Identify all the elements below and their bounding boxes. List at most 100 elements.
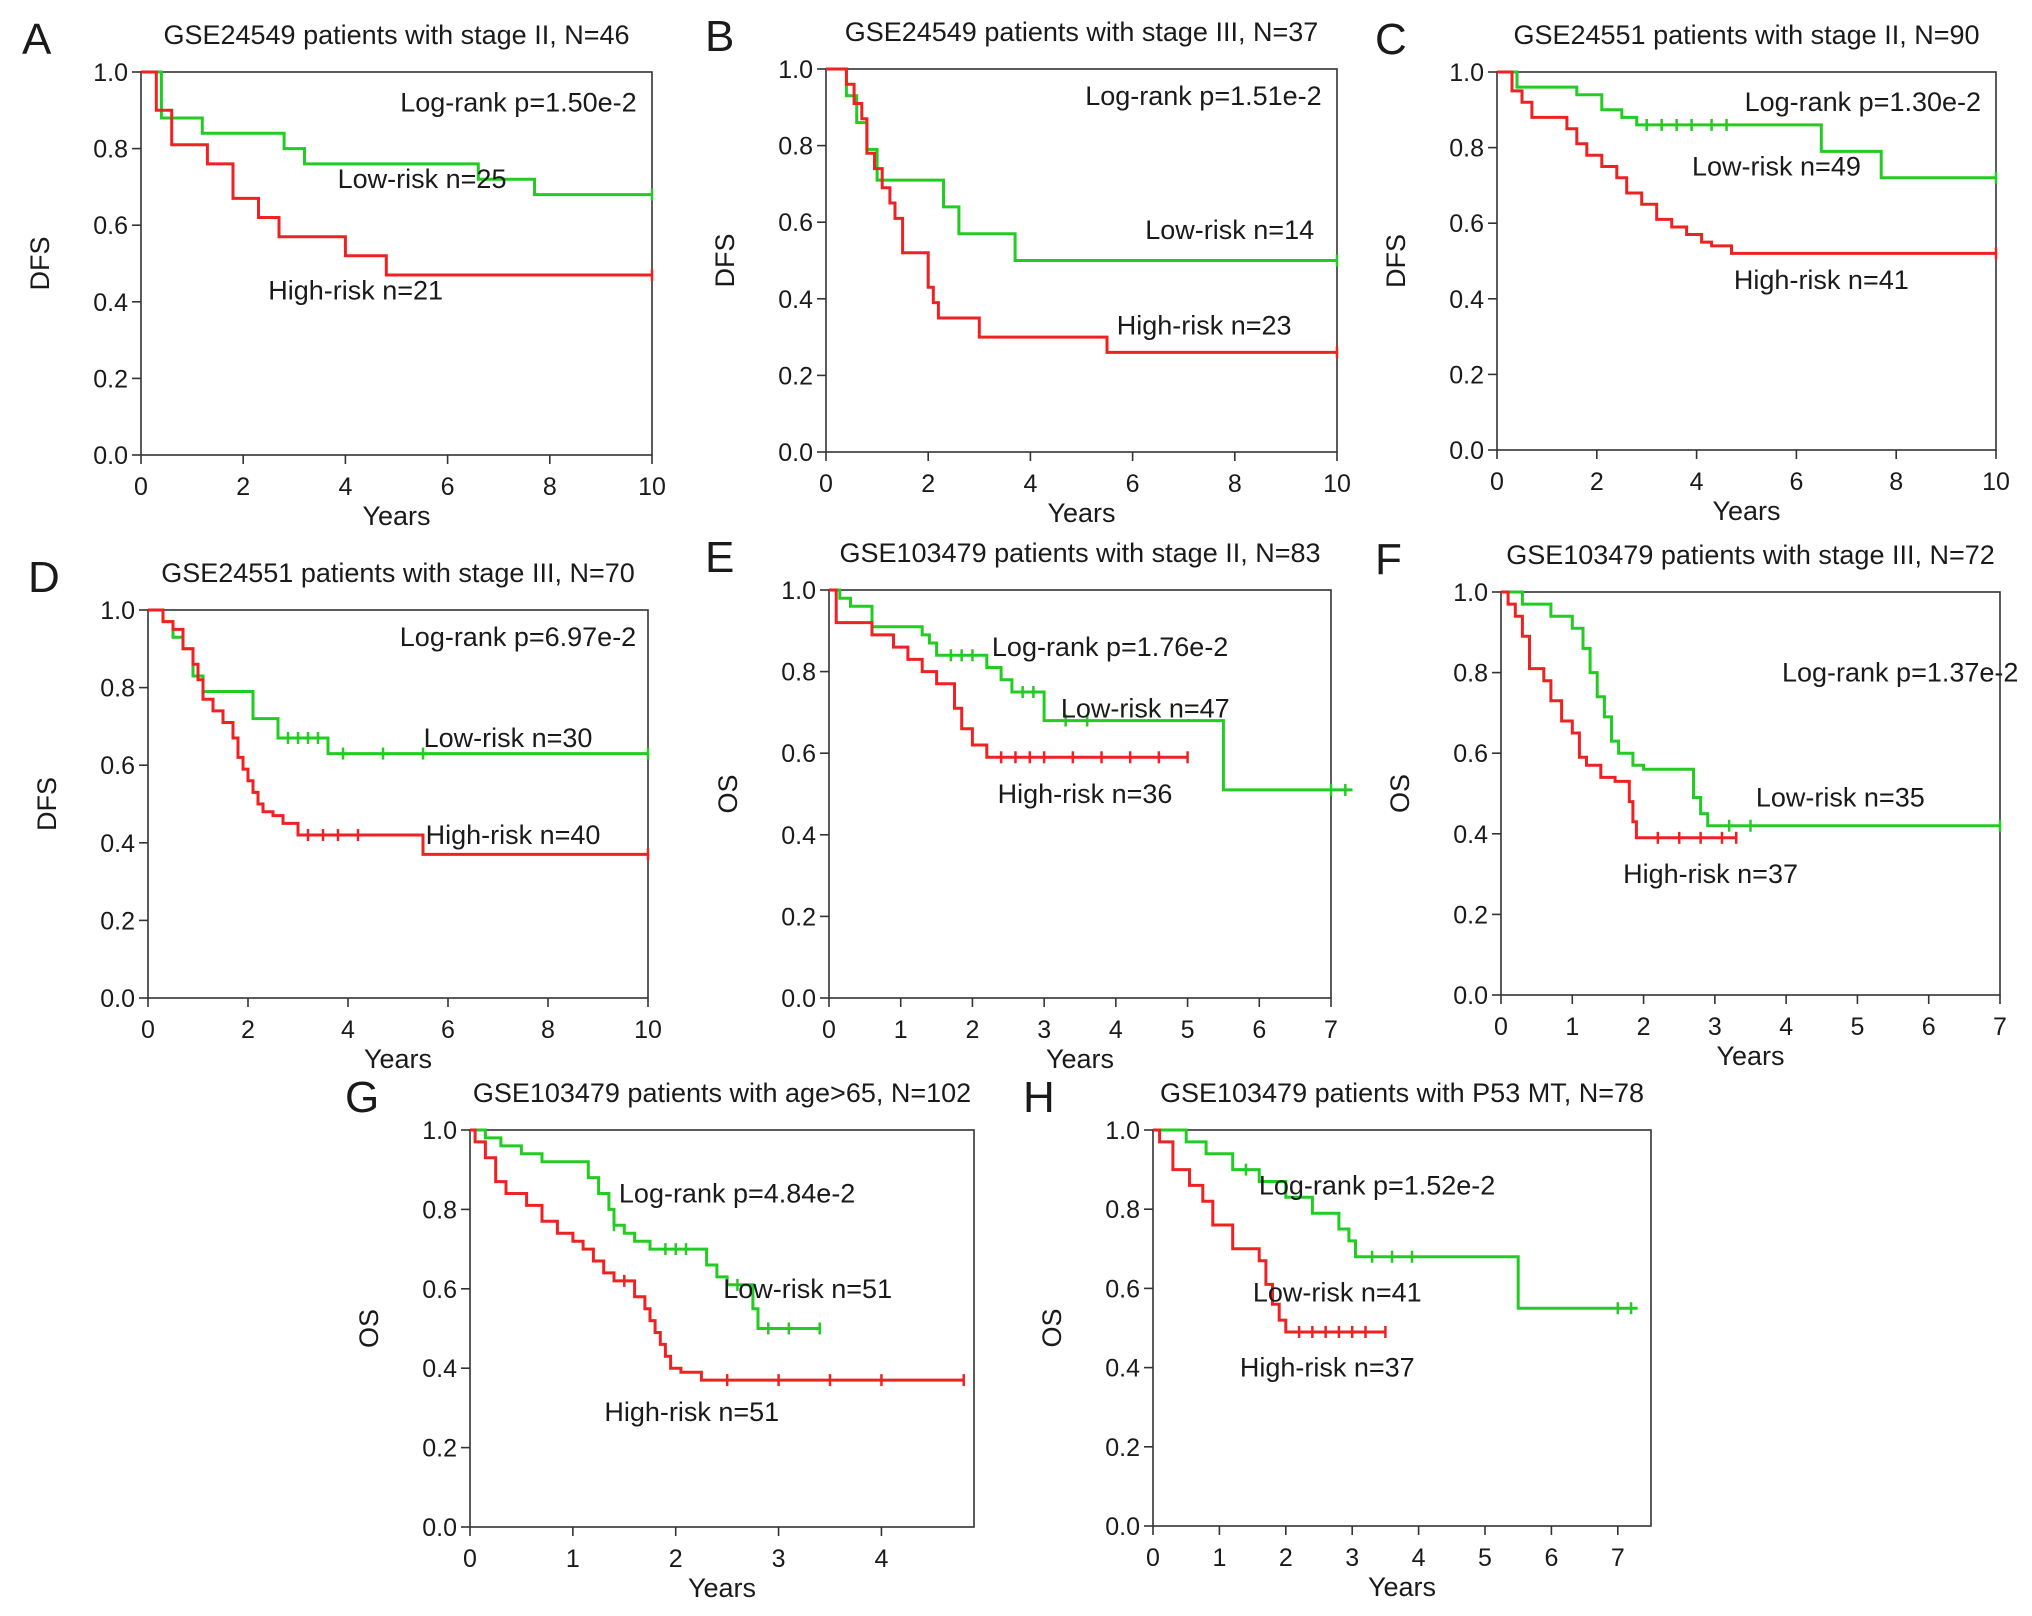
- x-tick-label: 10: [638, 473, 666, 501]
- x-tick-label: 0: [1146, 1544, 1160, 1572]
- x-tick-label: 1: [1565, 1013, 1579, 1041]
- x-tick-label: 1: [894, 1016, 908, 1044]
- high-risk-label: High-risk n=36: [998, 779, 1173, 809]
- y-tick-label: 0.0: [778, 439, 813, 467]
- y-tick-label: 1.0: [422, 1117, 457, 1145]
- x-tick-label: 0: [463, 1545, 477, 1573]
- x-tick-label: 10: [1323, 470, 1351, 498]
- panel-b: B GSE24549 patients with stage III, N=37 0…: [705, 12, 1351, 528]
- x-tick-label: 0: [134, 473, 148, 501]
- x-tick-label: 3: [772, 1545, 786, 1573]
- y-tick-label: 0.8: [422, 1196, 457, 1224]
- x-tick-label: 3: [1037, 1016, 1051, 1044]
- low-risk-label: Low-risk n=47: [1061, 693, 1230, 723]
- x-tick-label: 4: [338, 473, 352, 501]
- low-risk-survival-curve: [829, 588, 1353, 792]
- plot-frame: [469, 1129, 975, 1528]
- panel-letter: C: [1375, 15, 1407, 64]
- x-tick-label: 2: [1590, 468, 1604, 496]
- x-axis-label: Years: [1047, 498, 1115, 528]
- x-tick-label: 3: [1708, 1013, 1722, 1041]
- x-tick-label: 3: [1345, 1544, 1359, 1572]
- panel-title: GSE24551 patients with stage II, N=90: [1513, 20, 1979, 50]
- low-risk-label: Low-risk n=25: [338, 164, 507, 194]
- y-tick-label: 1.0: [778, 56, 813, 84]
- y-tick-label: 0.2: [100, 907, 135, 935]
- x-tick-label: 0: [819, 470, 833, 498]
- y-tick-label: 0.6: [422, 1276, 457, 1304]
- y-tick-label: 0.2: [93, 365, 128, 393]
- y-tick-label: 1.0: [93, 59, 128, 87]
- x-axis-label: Years: [1716, 1041, 1784, 1071]
- y-tick-label: 0.4: [1105, 1355, 1140, 1383]
- low-risk-label: Low-risk n=30: [424, 723, 593, 753]
- low-risk-label: Low-risk n=14: [1145, 215, 1314, 245]
- logrank-pvalue: Log-rank p=1.30e-2: [1745, 87, 1981, 117]
- x-tick-label: 0: [1494, 1013, 1508, 1041]
- logrank-pvalue: Log-rank p=1.51e-2: [1085, 81, 1321, 111]
- y-tick-label: 0.0: [1449, 437, 1484, 465]
- high-risk-label: High-risk n=21: [268, 275, 443, 305]
- y-tick-label: 0.4: [422, 1355, 457, 1383]
- x-axis-label: Years: [688, 1573, 756, 1603]
- y-axis-label: OS: [354, 1309, 384, 1348]
- y-tick-label: 0.0: [100, 985, 135, 1013]
- panel-e: E GSE103479 patients with stage II, N=83 0…: [705, 533, 1353, 1074]
- y-tick-label: 0.2: [1449, 361, 1484, 389]
- panel-title: GSE24551 patients with stage III, N=70: [161, 558, 635, 588]
- x-tick-label: 4: [1690, 468, 1704, 496]
- high-risk-label: High-risk n=51: [604, 1397, 779, 1427]
- x-tick-label: 6: [1789, 468, 1803, 496]
- panel-c: C GSE24551 patients with stage II, N=90 0.…: [1375, 15, 2010, 526]
- y-tick-label: 0.0: [422, 1514, 457, 1542]
- y-tick-label: 0.8: [1453, 660, 1488, 688]
- low-risk-survival-curve: [1497, 70, 1996, 180]
- panel-letter: D: [28, 553, 60, 602]
- high-risk-survival-curve: [829, 588, 1188, 759]
- panel-h: H GSE103479 patients with P53 MT, N=78 0.0…: [1023, 1073, 1652, 1602]
- x-axis-label: Years: [364, 1044, 432, 1074]
- y-tick-label: 0.4: [1449, 286, 1484, 314]
- y-tick-label: 0.6: [93, 212, 128, 240]
- y-axis-label: OS: [713, 774, 743, 813]
- panel-a: A GSE24549 patients with stage II, N=46 0.…: [22, 15, 666, 531]
- y-tick-label: 0.0: [93, 442, 128, 470]
- x-tick-label: 5: [1181, 1016, 1195, 1044]
- y-tick-label: 1.0: [100, 597, 135, 625]
- x-tick-label: 8: [541, 1016, 555, 1044]
- x-tick-label: 6: [1922, 1013, 1936, 1041]
- logrank-pvalue: Log-rank p=1.52e-2: [1259, 1170, 1495, 1200]
- x-axis-label: Years: [1046, 1044, 1114, 1074]
- y-tick-label: 0.8: [100, 675, 135, 703]
- logrank-pvalue: Log-rank p=1.76e-2: [992, 632, 1228, 662]
- high-risk-survival-curve: [470, 1128, 964, 1382]
- logrank-pvalue: Log-rank p=6.97e-2: [400, 622, 636, 652]
- y-tick-label: 0.0: [781, 985, 816, 1013]
- panel-letter: H: [1023, 1073, 1055, 1122]
- x-axis-label: Years: [362, 501, 430, 531]
- x-tick-label: 8: [1228, 470, 1242, 498]
- high-risk-label: High-risk n=40: [426, 820, 601, 850]
- x-axis-label: Years: [1368, 1572, 1436, 1602]
- low-risk-label: Low-risk n=35: [1756, 783, 1925, 813]
- logrank-pvalue: Log-rank p=1.37e-2: [1782, 658, 2018, 688]
- y-tick-label: 1.0: [781, 577, 816, 605]
- y-axis-label: DFS: [1381, 234, 1411, 288]
- high-risk-label: High-risk n=23: [1117, 311, 1292, 341]
- y-tick-label: 1.0: [1449, 59, 1484, 87]
- y-tick-label: 0.4: [100, 830, 135, 858]
- x-tick-label: 7: [1611, 1544, 1625, 1572]
- y-tick-label: 0.6: [100, 752, 135, 780]
- y-tick-label: 0.2: [1453, 901, 1488, 929]
- y-tick-label: 0.2: [781, 903, 816, 931]
- y-axis-label: DFS: [25, 237, 55, 291]
- x-tick-label: 4: [341, 1016, 355, 1044]
- panel-g: G GSE103479 patients with age>65, N=102 0.…: [345, 1073, 975, 1603]
- y-tick-label: 0.6: [1453, 740, 1488, 768]
- high-risk-label: High-risk n=37: [1240, 1353, 1415, 1383]
- x-tick-label: 6: [441, 473, 455, 501]
- x-tick-label: 5: [1478, 1544, 1492, 1572]
- y-tick-label: 0.8: [778, 133, 813, 161]
- x-tick-label: 6: [1126, 470, 1140, 498]
- y-tick-label: 1.0: [1105, 1117, 1140, 1145]
